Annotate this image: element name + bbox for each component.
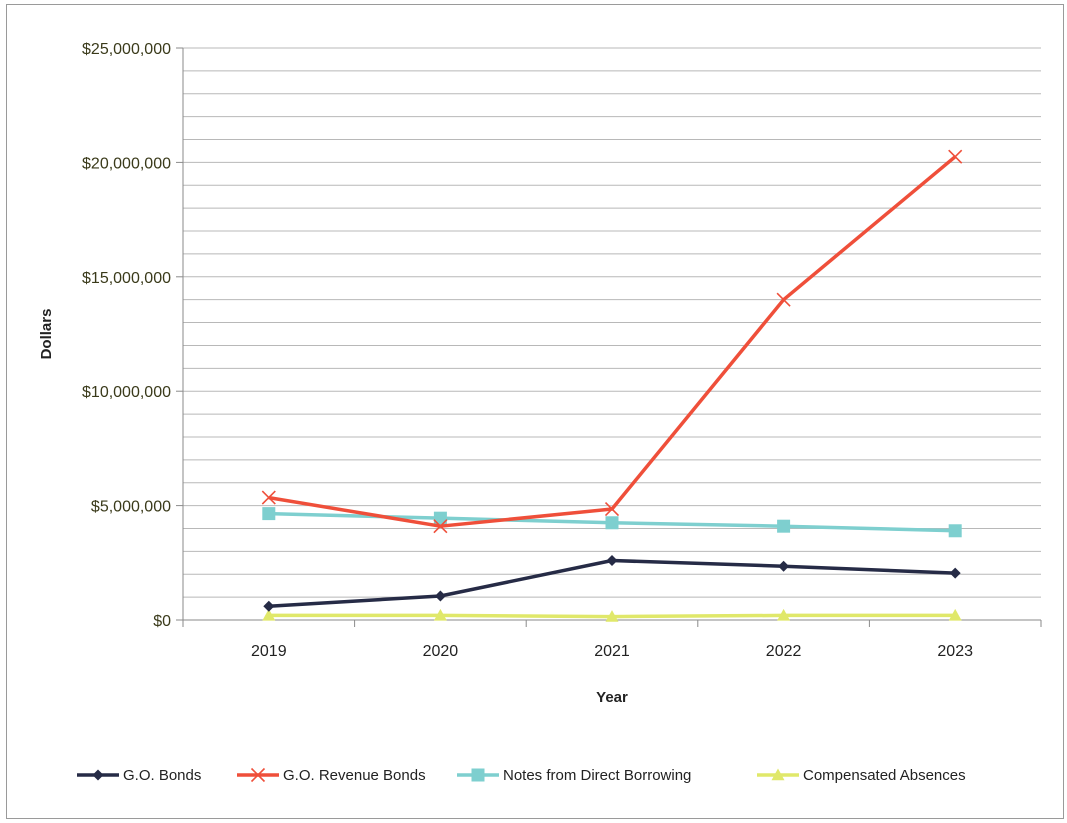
data-point-marker: [777, 608, 791, 621]
y-tick-label: $15,000,000: [82, 270, 171, 287]
data-point-marker: [949, 567, 961, 579]
series-notes-from-direct-borrowing: [262, 507, 962, 538]
legend-entry: Compensated Absences: [757, 767, 966, 784]
data-point-marker: [471, 768, 485, 782]
data-point-marker: [250, 767, 266, 783]
legend-entry: G.O. Bonds: [77, 767, 201, 784]
data-point-marker: [604, 501, 620, 517]
data-point-marker: [261, 490, 276, 505]
data-point-marker: [605, 610, 619, 622]
series-lines: [261, 149, 963, 622]
data-point-marker: [948, 524, 962, 538]
x-tick-label: 2019: [251, 643, 287, 660]
data-point-marker: [777, 519, 791, 533]
data-point-marker: [948, 608, 962, 621]
x-tick-labels: 2019 2020 2021 2022 2023: [251, 643, 973, 660]
data-point-marker: [263, 600, 275, 612]
y-tick-label: $10,000,000: [82, 384, 171, 401]
series-g-o-revenue-bonds: [261, 149, 963, 534]
line-chart: $0 $5,000,000 $10,000,000 $15,000,000 $20,00…: [38, 41, 1042, 784]
legend-entry: G.O. Revenue Bonds: [237, 767, 426, 784]
chart-frame: $0 $5,000,000 $10,000,000 $15,000,000 $20,00…: [6, 4, 1064, 819]
grid-lines: [183, 47, 1041, 598]
y-tick-labels: $0 $5,000,000 $10,000,000 $15,000,000 $20,00…: [82, 41, 171, 630]
data-point-marker: [605, 516, 619, 530]
x-tick-label: 2021: [594, 643, 630, 660]
y-tick-label: $25,000,000: [82, 41, 171, 58]
axes: [176, 47, 1042, 627]
data-point-marker: [262, 507, 276, 521]
y-tick-label: $20,000,000: [82, 155, 171, 172]
data-point-marker: [778, 560, 790, 572]
series-line: [268, 558, 956, 609]
y-tick-label: $0: [153, 613, 171, 630]
x-tick-label: 2023: [937, 643, 973, 660]
series-line: [268, 155, 957, 528]
data-point-marker: [776, 292, 791, 307]
y-axis-title: Dollars: [38, 309, 55, 360]
legend-entry: Notes from Direct Borrowing: [457, 767, 691, 784]
x-axis-title: Year: [596, 689, 628, 706]
data-point-marker: [771, 768, 785, 781]
x-tick-label: 2020: [423, 643, 459, 660]
data-point-marker: [606, 555, 618, 567]
data-point-marker: [92, 769, 104, 781]
data-point-marker: [434, 590, 446, 602]
legend-label: Notes from Direct Borrowing: [503, 767, 691, 784]
legend: G.O. Bonds G.O. Revenue Bonds Notes from D…: [77, 767, 966, 784]
legend-label: G.O. Revenue Bonds: [283, 767, 426, 784]
data-point-marker: [948, 149, 963, 164]
series-compensated-absences: [262, 608, 962, 622]
data-point-marker: [433, 608, 447, 621]
series-g-o-bonds: [263, 555, 961, 612]
x-tick-label: 2022: [766, 643, 802, 660]
data-point-marker: [262, 608, 276, 621]
data-point-marker: [433, 519, 448, 534]
legend-label: G.O. Bonds: [123, 767, 201, 784]
data-point-marker: [433, 511, 447, 525]
legend-label: Compensated Absences: [803, 767, 966, 784]
y-tick-label: $5,000,000: [91, 499, 171, 516]
